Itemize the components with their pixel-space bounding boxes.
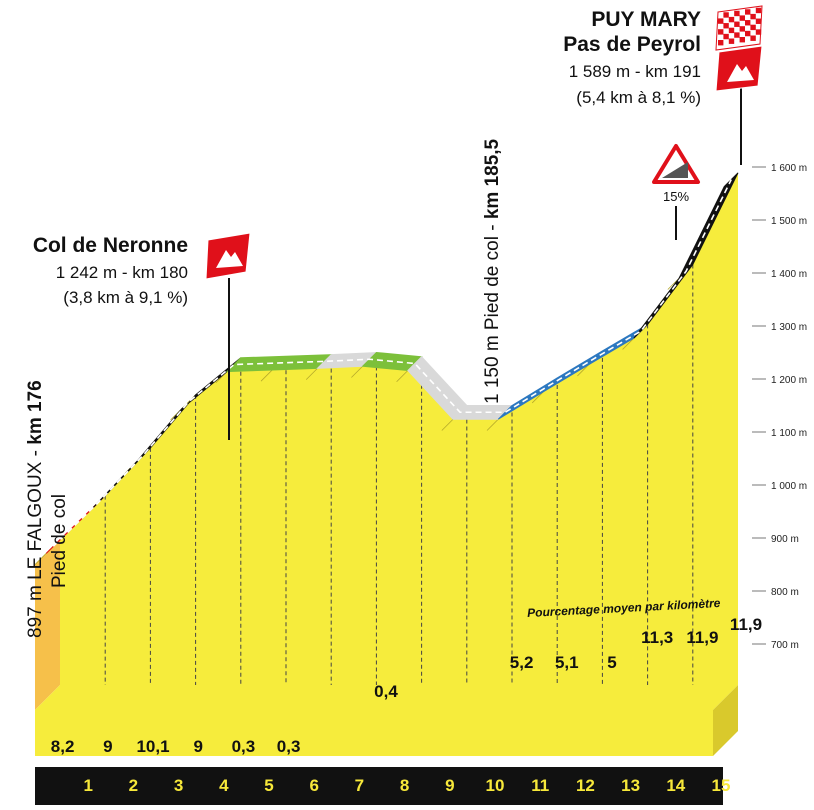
flag-square bbox=[750, 13, 756, 20]
flag-square bbox=[745, 30, 751, 37]
gradient-label: 0,3 bbox=[277, 737, 301, 756]
puymary-detail: 1 589 m - km 191 bbox=[569, 62, 701, 81]
flag-square bbox=[750, 35, 756, 41]
y-tick-label: 1 300 m bbox=[771, 322, 807, 333]
km-label: 2 bbox=[129, 776, 138, 795]
y-tick-label: 900 m bbox=[771, 534, 799, 545]
flag-square bbox=[739, 26, 745, 32]
gradient-label: 11,3 bbox=[641, 628, 673, 647]
gradient-label: 0,3 bbox=[232, 737, 256, 756]
bottom-band: 8,2 9 10,1 9 0,3 0,30,45,2 5,1 511,3 11,911,91 2 3… bbox=[35, 615, 762, 805]
km-label: 9 bbox=[445, 776, 454, 795]
falgoux-bold: km 176 bbox=[25, 380, 46, 444]
km-label: 6 bbox=[309, 776, 318, 795]
pied185-bold: km 185,5 bbox=[482, 138, 503, 219]
km-row bbox=[35, 767, 723, 805]
y-tick-label: 800 m bbox=[771, 587, 799, 598]
y-tick-label: 1 100 m bbox=[771, 428, 807, 439]
flag-square bbox=[739, 15, 745, 21]
km-label: 8 bbox=[400, 776, 409, 795]
flag-square bbox=[723, 23, 729, 29]
flag-square bbox=[755, 7, 762, 14]
gradient-label: 5 bbox=[607, 653, 616, 672]
flag-square bbox=[734, 10, 740, 17]
gradient-label: 9 bbox=[103, 737, 112, 756]
km-label: 12 bbox=[576, 776, 595, 795]
flag-square bbox=[739, 37, 745, 43]
steep-warning-icon bbox=[652, 144, 700, 184]
flag-square bbox=[728, 38, 735, 44]
y-tick-label: 700 m bbox=[771, 640, 799, 651]
flag-square bbox=[723, 12, 729, 18]
falgoux-second: Pied de col bbox=[49, 494, 70, 588]
flag-square bbox=[750, 24, 756, 31]
km-label: 4 bbox=[219, 776, 229, 795]
km-label: 5 bbox=[264, 776, 273, 795]
km-label: 1 bbox=[83, 776, 92, 795]
km-label: 15 bbox=[712, 776, 731, 795]
puymary-name: PUY MARY bbox=[591, 8, 701, 31]
y-tick-label: 1 200 m bbox=[771, 375, 807, 386]
gradient-label: 8,2 bbox=[51, 737, 75, 756]
flag-square bbox=[734, 32, 740, 38]
falgoux-label: 897 m LE FALGOUX - km 176 Pied de col bbox=[25, 380, 70, 638]
km-label: 14 bbox=[666, 776, 685, 795]
band-side-face bbox=[713, 685, 738, 756]
flag-square bbox=[728, 16, 735, 23]
gradient-label: 9 bbox=[193, 737, 202, 756]
y-tick-label: 1 600 m bbox=[771, 163, 807, 174]
neronne-summit: Col de Neronne 1 242 m - km 180 (3,8 km … bbox=[33, 232, 251, 440]
flag-square bbox=[745, 9, 751, 15]
km-label: 11 bbox=[531, 776, 549, 795]
flag-square bbox=[723, 33, 729, 40]
mountain-badge-icon bbox=[205, 232, 251, 280]
km-label: 13 bbox=[621, 776, 640, 795]
gradient-label: 10,1 bbox=[136, 737, 169, 756]
y-axis: 700 m 800 m 900 m 1 000 m 1 100 m 1 200 m 1 30… bbox=[752, 163, 807, 651]
checkered-flag-icon bbox=[715, 5, 763, 51]
profile-centre-line bbox=[52, 179, 732, 547]
flag-square bbox=[718, 29, 724, 35]
puymary-climb: (5,4 km à 8,1 %) bbox=[576, 88, 701, 107]
gradient-label: 0,4 bbox=[374, 682, 398, 701]
y-tick-label: 1 400 m bbox=[771, 269, 807, 280]
km-label: 7 bbox=[355, 776, 364, 795]
gradient-label: 5,1 bbox=[555, 653, 579, 672]
pied185-text: 1 150 m Pied de col - km 185,5 bbox=[482, 138, 503, 404]
profile-line-layer bbox=[45, 172, 739, 554]
pied185-normal: 1 150 m Pied de col - bbox=[482, 219, 503, 404]
y-tick-label: 1 000 m bbox=[771, 481, 807, 492]
flag-square bbox=[728, 27, 735, 34]
steep-value: 15% bbox=[663, 189, 689, 204]
mountain-badge-icon bbox=[715, 45, 763, 92]
km-label: 3 bbox=[174, 776, 183, 795]
profile-side-face bbox=[35, 539, 60, 710]
flag-square bbox=[718, 40, 724, 46]
band-top-face bbox=[35, 685, 738, 710]
steep-warning: 15% bbox=[652, 144, 700, 240]
puymary-summit: PUY MARY Pas de Peyrol 1 589 m - km 191 … bbox=[563, 5, 763, 165]
neronne-climb: (3,8 km à 9,1 %) bbox=[63, 288, 188, 307]
flag-square bbox=[718, 18, 724, 24]
gradient-label: 5,2 bbox=[510, 653, 534, 672]
flag-square bbox=[734, 21, 740, 27]
flag-square bbox=[755, 29, 762, 35]
profile-fill-layer bbox=[35, 172, 738, 710]
neronne-name: Col de Neronne bbox=[33, 234, 188, 257]
flag-square bbox=[745, 20, 751, 26]
neronne-detail: 1 242 m - km 180 bbox=[56, 263, 188, 282]
profile-front-face bbox=[60, 172, 738, 685]
gradient-label: 11,9 bbox=[686, 628, 718, 647]
km-label: 10 bbox=[486, 776, 505, 795]
gradient-label: 11,9 bbox=[730, 615, 762, 634]
puymary-name2: Pas de Peyrol bbox=[563, 33, 701, 56]
y-tick-label: 1 500 m bbox=[771, 216, 807, 227]
profile-segment-black bbox=[633, 172, 739, 339]
pied185-label: 1 150 m Pied de col - km 185,5 bbox=[482, 138, 503, 404]
falgoux-normal: 897 m LE FALGOUX - bbox=[25, 445, 46, 638]
flag-square bbox=[755, 18, 762, 24]
falgoux-text: 897 m LE FALGOUX - km 176 bbox=[25, 380, 46, 638]
gradient-row bbox=[35, 710, 713, 756]
